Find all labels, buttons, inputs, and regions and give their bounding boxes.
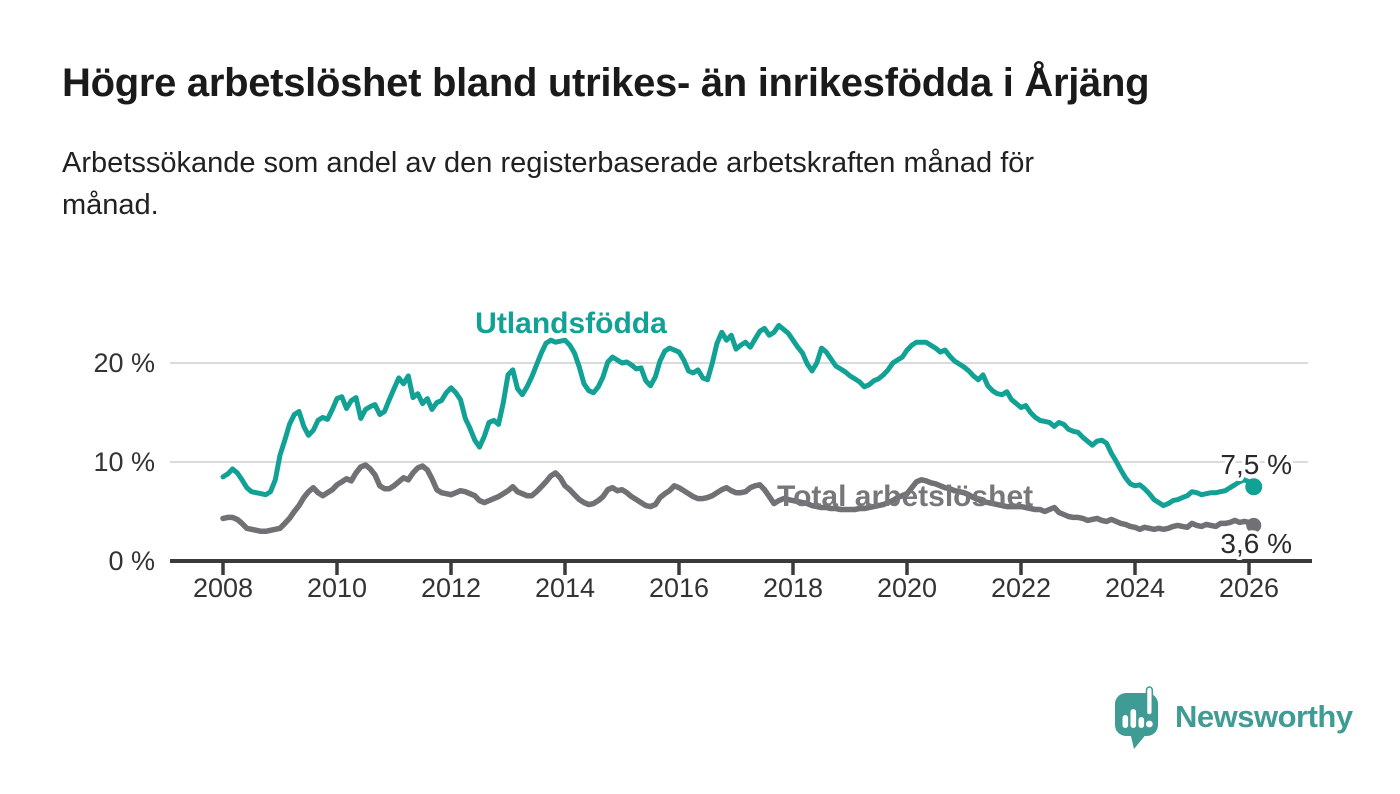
series-line-total xyxy=(220,462,1257,535)
series-line-utlandsfodda xyxy=(220,322,1257,509)
chart-subtitle-line1: Arbetssökande som andel av den registerb… xyxy=(62,147,1035,179)
x-tick-label-2022: 2022 xyxy=(991,573,1051,603)
chart-header: Högre arbetslöshet bland utrikes- än inr… xyxy=(62,58,1352,226)
end-dot-utlandsfodda xyxy=(1245,478,1263,496)
newsworthy-logo-icon xyxy=(1115,686,1158,749)
x-tick-label-2026: 2026 xyxy=(1219,573,1279,603)
end-value-label-utlandsfodda: 7,5 % xyxy=(1220,449,1292,480)
x-tick-label-2012: 2012 xyxy=(421,573,481,603)
y-tick-label-10: 10 % xyxy=(93,447,155,477)
series-label-utlandsfodda: Utlandsfödda xyxy=(475,307,667,340)
y-tick-label-20: 20 % xyxy=(93,348,155,378)
x-tick-label-2010: 2010 xyxy=(307,573,367,603)
x-tick-label-2014: 2014 xyxy=(535,573,595,603)
chart-subtitle-line2: månad. xyxy=(62,189,159,222)
x-tick-label-2016: 2016 xyxy=(649,573,709,603)
x-tick-label-2008: 2008 xyxy=(193,573,253,603)
y-tick-label-0: 0 % xyxy=(108,546,155,576)
chart-title: Högre arbetslöshet bland utrikes- än inr… xyxy=(62,61,1150,105)
newsworthy-logo: Newsworthy xyxy=(1114,684,1353,750)
series-label-total: Total arbetslöshet xyxy=(777,480,1033,513)
x-tick-label-2020: 2020 xyxy=(877,573,937,603)
chart-subtitle: Arbetssökande som andel av den registerb… xyxy=(62,142,1352,226)
x-tick-label-2024: 2024 xyxy=(1105,573,1165,603)
end-dot-total xyxy=(1246,517,1262,533)
newsworthy-wordmark: Newsworthy xyxy=(1175,699,1353,734)
x-tick-label-2018: 2018 xyxy=(763,573,823,603)
end-value-label-total: 3,6 % xyxy=(1220,528,1292,559)
